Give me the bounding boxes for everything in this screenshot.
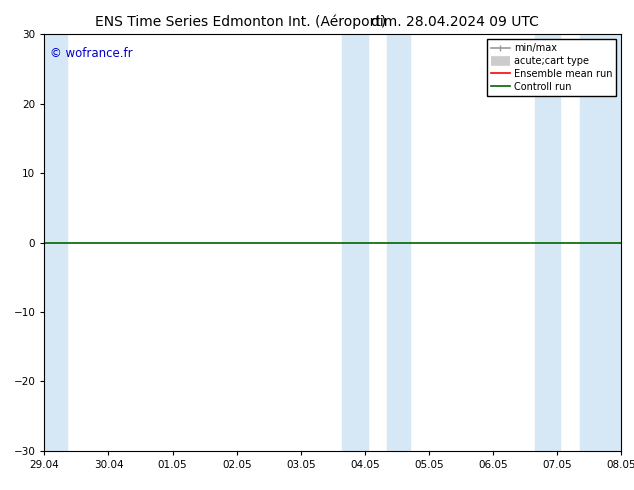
- Text: © wofrance.fr: © wofrance.fr: [50, 47, 133, 60]
- Bar: [44, 34, 67, 451]
- Bar: [387, 34, 410, 451]
- Text: dim. 28.04.2024 09 UTC: dim. 28.04.2024 09 UTC: [371, 15, 539, 29]
- Bar: [579, 34, 621, 451]
- Bar: [534, 34, 560, 451]
- Text: ENS Time Series Edmonton Int. (Aéroport): ENS Time Series Edmonton Int. (Aéroport): [95, 15, 386, 29]
- Legend: min/max, acute;cart type, Ensemble mean run, Controll run: min/max, acute;cart type, Ensemble mean …: [487, 39, 616, 96]
- Bar: [342, 34, 368, 451]
